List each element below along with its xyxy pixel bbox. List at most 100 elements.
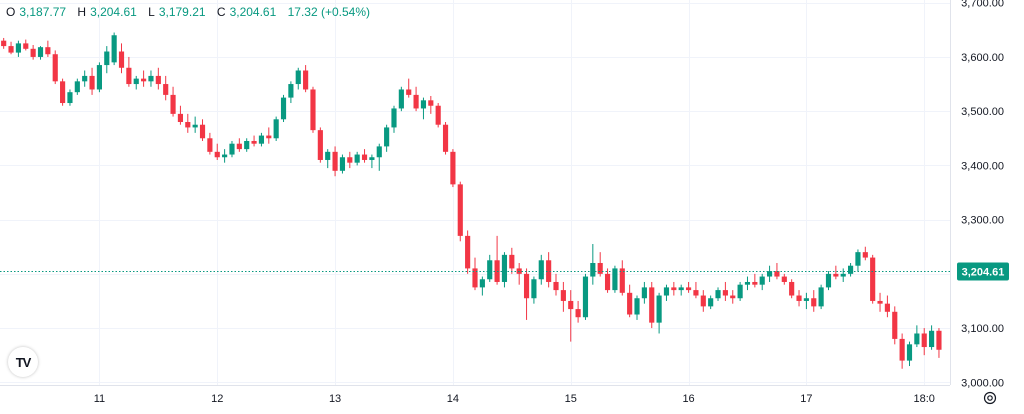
- candle-body: [8, 46, 14, 53]
- candle: [60, 78, 66, 106]
- time-axis[interactable]: 11 12 13 14 15 16 17 18:0: [94, 393, 935, 405]
- candle: [553, 273, 559, 296]
- candle-body: [781, 276, 787, 282]
- price-tick-label: 3,100.00: [961, 323, 1004, 335]
- candle: [906, 341, 913, 367]
- candle-body: [244, 140, 250, 150]
- candle-body: [280, 97, 287, 120]
- candle-body: [23, 43, 29, 49]
- candle: [840, 268, 846, 282]
- change-value: 17.32 (+0.54%): [287, 5, 371, 19]
- logo-text: TV: [15, 354, 32, 370]
- candle-body: [82, 75, 88, 82]
- candle: [23, 39, 29, 51]
- candle: [288, 81, 294, 104]
- candle: [855, 249, 861, 272]
- candle: [516, 262, 522, 285]
- candle-body: [60, 81, 66, 104]
- time-tick-label: 18:0: [914, 393, 935, 405]
- candle: [892, 306, 898, 345]
- candle-body: [214, 151, 220, 158]
- candle: [700, 290, 706, 312]
- candle: [627, 284, 633, 318]
- candle-body: [892, 311, 898, 339]
- candle-body: [398, 89, 404, 109]
- candle-body: [656, 295, 662, 323]
- candle: [258, 132, 265, 147]
- candle-body: [685, 287, 692, 291]
- price-axis[interactable]: 3,000.003,100.003,200.003,300.003,400.00…: [961, 0, 1004, 389]
- candle-body: [855, 252, 861, 266]
- candle: [354, 151, 360, 166]
- candle-body: [457, 184, 463, 236]
- tradingview-logo-icon[interactable]: TV: [8, 347, 38, 377]
- candle: [877, 292, 883, 312]
- candle: [450, 149, 456, 188]
- candle: [133, 75, 139, 90]
- time-tick-label: 15: [565, 393, 577, 405]
- candle-body: [74, 81, 80, 93]
- candle-body: [641, 287, 647, 299]
- candle: [811, 290, 817, 312]
- candle: [185, 113, 191, 133]
- candle: [141, 70, 147, 87]
- candle: [722, 281, 728, 301]
- time-tick-label: 14: [447, 393, 459, 405]
- candle: [398, 86, 404, 112]
- candle: [568, 290, 574, 342]
- candle: [82, 70, 88, 87]
- candle-body: [339, 157, 346, 171]
- candle-body: [442, 124, 449, 152]
- candle-body: [361, 154, 368, 160]
- candles: [1, 32, 942, 369]
- candle-body: [906, 344, 913, 361]
- candle-body: [796, 295, 802, 301]
- time-tick-label: 12: [211, 393, 223, 405]
- candle: [575, 300, 581, 323]
- candle-body: [752, 281, 758, 285]
- price-tick-label: 3,700.00: [961, 0, 1004, 10]
- candle-body: [126, 67, 132, 85]
- candle: [509, 247, 515, 274]
- candle-body: [133, 78, 139, 85]
- candle: [708, 295, 714, 310]
- candle: [899, 333, 905, 369]
- candle-body: [774, 271, 780, 277]
- candle-body: [627, 292, 633, 315]
- current-price-label-text: 3,204.61: [962, 267, 1005, 279]
- candle: [715, 287, 721, 301]
- time-tick-label: 11: [94, 393, 105, 405]
- candle: [634, 295, 640, 320]
- candle-body: [649, 287, 655, 323]
- candle-body: [582, 276, 589, 318]
- candle: [693, 281, 699, 299]
- candle: [30, 45, 36, 60]
- candle-body: [766, 271, 773, 277]
- candle-body: [420, 100, 427, 109]
- candle-body: [310, 89, 316, 131]
- candle: [37, 46, 44, 60]
- candle-body: [450, 151, 456, 185]
- candle: [384, 124, 390, 152]
- candle-body: [30, 48, 36, 57]
- candle-body: [347, 157, 353, 163]
- candle-body: [789, 281, 795, 296]
- candle: [649, 281, 655, 329]
- candle: [604, 268, 611, 293]
- candle: [612, 265, 618, 293]
- settings-gear-icon[interactable]: [982, 390, 998, 406]
- candle-body: [884, 303, 890, 312]
- candle-body: [708, 298, 714, 307]
- candle: [67, 89, 73, 106]
- candle-body: [303, 70, 309, 90]
- candle-body: [487, 260, 493, 280]
- current-price-label: 3,204.61: [957, 262, 1009, 281]
- candle-body: [384, 127, 390, 147]
- candle: [582, 273, 589, 320]
- candle: [789, 279, 795, 299]
- candle-body: [936, 330, 942, 350]
- candle-body: [833, 273, 839, 277]
- candle: [74, 78, 80, 95]
- candle-body: [170, 94, 176, 114]
